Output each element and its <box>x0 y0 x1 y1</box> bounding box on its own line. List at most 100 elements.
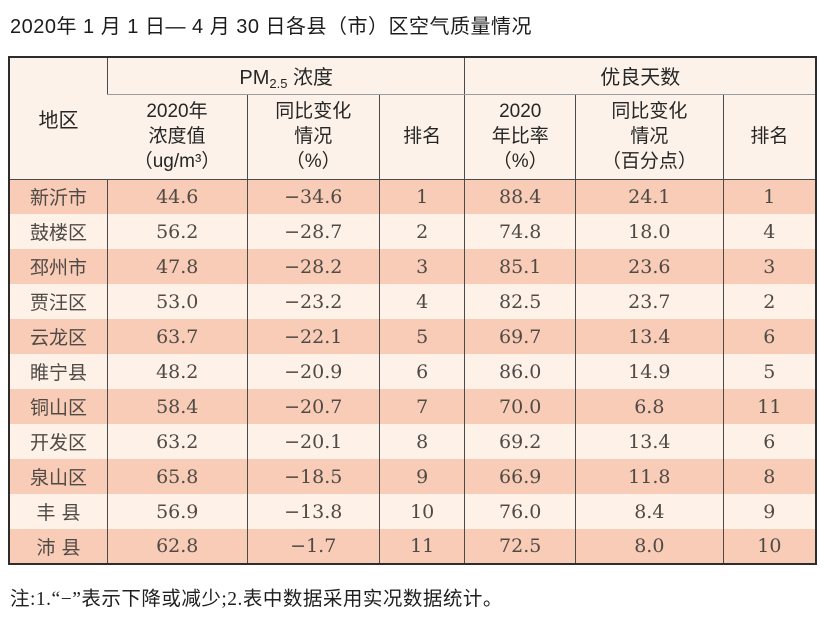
table-body: 新沂市 44.6 −34.6 1 88.4 24.1 1 鼓楼区 56.2 −28.7 2 74.8 1… <box>9 179 816 564</box>
header-region: 地区 <box>9 57 108 180</box>
pm-rank-cell: 7 <box>378 389 465 424</box>
table-row: 开发区 63.2 −20.1 8 69.2 13.4 6 <box>9 424 816 459</box>
good-change-cell: 13.4 <box>574 424 724 459</box>
pm-group-subscript: 2.5 <box>269 75 288 91</box>
pm-rank-cell: 3 <box>378 249 465 284</box>
pm-value-cell: 63.7 <box>106 319 248 354</box>
good-change-cell: 8.0 <box>574 529 724 564</box>
pm-change-cell: −1.7 <box>246 529 380 564</box>
good-rate-cell: 74.8 <box>464 214 576 249</box>
good-rank-cell: 11 <box>722 389 816 424</box>
table-row: 丰 县 56.9 −13.8 10 76.0 8.4 9 <box>9 494 816 529</box>
good-rank-cell: 1 <box>722 179 816 214</box>
table-row: 邳州市 47.8 −28.2 3 85.1 23.6 3 <box>9 249 816 284</box>
air-quality-table: 地区 PM2.5 浓度 优良天数 2020年 浓度值 （ug/m³） 同比变化 … <box>8 56 817 565</box>
pm-value-cell: 63.2 <box>106 424 248 459</box>
good-rate-cell: 66.9 <box>464 459 576 494</box>
pm-value-cell: 47.8 <box>106 249 248 284</box>
pm-change-cell: −20.1 <box>246 424 380 459</box>
good-rate-cell: 70.0 <box>464 389 576 424</box>
good-rank-cell: 4 <box>722 214 816 249</box>
region-cell: 丰 县 <box>9 494 108 529</box>
region-cell: 泉山区 <box>9 459 108 494</box>
good-rank-cell: 9 <box>722 494 816 529</box>
pm-change-cell: −22.1 <box>246 319 380 354</box>
good-rate-cell: 82.5 <box>464 284 576 319</box>
header-pm-change: 同比变化 情况 （%） <box>246 94 380 180</box>
pm-value-cell: 56.9 <box>106 494 248 529</box>
pm-change-cell: −34.6 <box>246 179 380 214</box>
good-rate-cell: 69.2 <box>464 424 576 459</box>
region-cell: 邳州市 <box>9 249 108 284</box>
header-pm-rank: 排名 <box>378 94 465 180</box>
header-pm-group: PM2.5 浓度 <box>106 57 465 95</box>
good-change-cell: 13.4 <box>574 319 724 354</box>
pm-change-cell: −28.7 <box>246 214 380 249</box>
footnote: 注:1.“−”表示下降或减少;2.表中数据采用实况数据统计。 <box>10 589 503 610</box>
good-rank-cell: 3 <box>722 249 816 284</box>
good-change-cell: 23.7 <box>574 284 724 319</box>
good-change-cell: 23.6 <box>574 249 724 284</box>
pm-change-cell: −28.2 <box>246 249 380 284</box>
table-row: 贾汪区 53.0 −23.2 4 82.5 23.7 2 <box>9 284 816 319</box>
pm-change-cell: −18.5 <box>246 459 380 494</box>
header-good-rate: 2020 年比率 （%） <box>464 94 576 180</box>
pm-group-tail: 浓度 <box>287 66 334 89</box>
region-cell: 沛 县 <box>9 529 108 564</box>
good-rate-cell: 88.4 <box>464 179 576 214</box>
good-rate-cell: 69.7 <box>464 319 576 354</box>
pm-change-cell: −20.9 <box>246 354 380 389</box>
pm-value-cell: 58.4 <box>106 389 248 424</box>
good-rank-cell: 6 <box>722 424 816 459</box>
table-row: 鼓楼区 56.2 −28.7 2 74.8 18.0 4 <box>9 214 816 249</box>
pm-value-cell: 56.2 <box>106 214 248 249</box>
pm-value-cell: 65.8 <box>106 459 248 494</box>
pm-value-cell: 48.2 <box>106 354 248 389</box>
table-row: 泉山区 65.8 −18.5 9 66.9 11.8 8 <box>9 459 816 494</box>
table-row: 沛 县 62.8 −1.7 11 72.5 8.0 10 <box>9 529 816 564</box>
table-row: 云龙区 63.7 −22.1 5 69.7 13.4 6 <box>9 319 816 354</box>
pm-rank-cell: 4 <box>378 284 465 319</box>
pm-change-cell: −23.2 <box>246 284 380 319</box>
region-cell: 睢宁县 <box>9 354 108 389</box>
table-row: 铜山区 58.4 −20.7 7 70.0 6.8 11 <box>9 389 816 424</box>
good-rank-cell: 2 <box>722 284 816 319</box>
pm-value-cell: 44.6 <box>106 179 248 214</box>
pm-value-cell: 62.8 <box>106 529 248 564</box>
header-good-rank: 排名 <box>722 94 816 180</box>
good-rate-cell: 72.5 <box>464 529 576 564</box>
good-change-cell: 18.0 <box>574 214 724 249</box>
good-rank-cell: 5 <box>722 354 816 389</box>
region-cell: 云龙区 <box>9 319 108 354</box>
region-cell: 鼓楼区 <box>9 214 108 249</box>
good-change-cell: 8.4 <box>574 494 724 529</box>
pm-rank-cell: 2 <box>378 214 465 249</box>
good-change-cell: 6.8 <box>574 389 724 424</box>
table-header: 地区 PM2.5 浓度 优良天数 2020年 浓度值 （ug/m³） 同比变化 … <box>9 57 816 180</box>
good-change-cell: 11.8 <box>574 459 724 494</box>
header-pm-concentration: 2020年 浓度值 （ug/m³） <box>107 94 248 180</box>
good-rate-cell: 85.1 <box>464 249 576 284</box>
region-cell: 开发区 <box>9 424 108 459</box>
pm-rank-cell: 10 <box>378 494 465 529</box>
good-rate-cell: 86.0 <box>464 354 576 389</box>
pm-change-cell: −20.7 <box>246 389 380 424</box>
page-title: 2020年 1 月 1 日— 4 月 30 日各县（市）区空气质量情况 <box>10 16 533 38</box>
pm-rank-cell: 8 <box>378 424 465 459</box>
region-cell: 贾汪区 <box>9 284 108 319</box>
region-cell: 铜山区 <box>9 389 108 424</box>
pm-rank-cell: 5 <box>378 319 465 354</box>
pm-rank-cell: 11 <box>378 529 465 564</box>
pm-group-main: PM <box>239 66 270 89</box>
table-row: 睢宁县 48.2 −20.9 6 86.0 14.9 5 <box>9 354 816 389</box>
good-rank-cell: 10 <box>722 529 816 564</box>
header-good-days-group: 优良天数 <box>464 57 816 95</box>
region-cell: 新沂市 <box>9 179 108 214</box>
pm-rank-cell: 9 <box>378 459 465 494</box>
pm-change-cell: −13.8 <box>246 494 380 529</box>
good-rank-cell: 6 <box>722 319 816 354</box>
table-row: 新沂市 44.6 −34.6 1 88.4 24.1 1 <box>9 179 816 214</box>
pm-rank-cell: 6 <box>378 354 465 389</box>
good-change-cell: 24.1 <box>574 179 724 214</box>
